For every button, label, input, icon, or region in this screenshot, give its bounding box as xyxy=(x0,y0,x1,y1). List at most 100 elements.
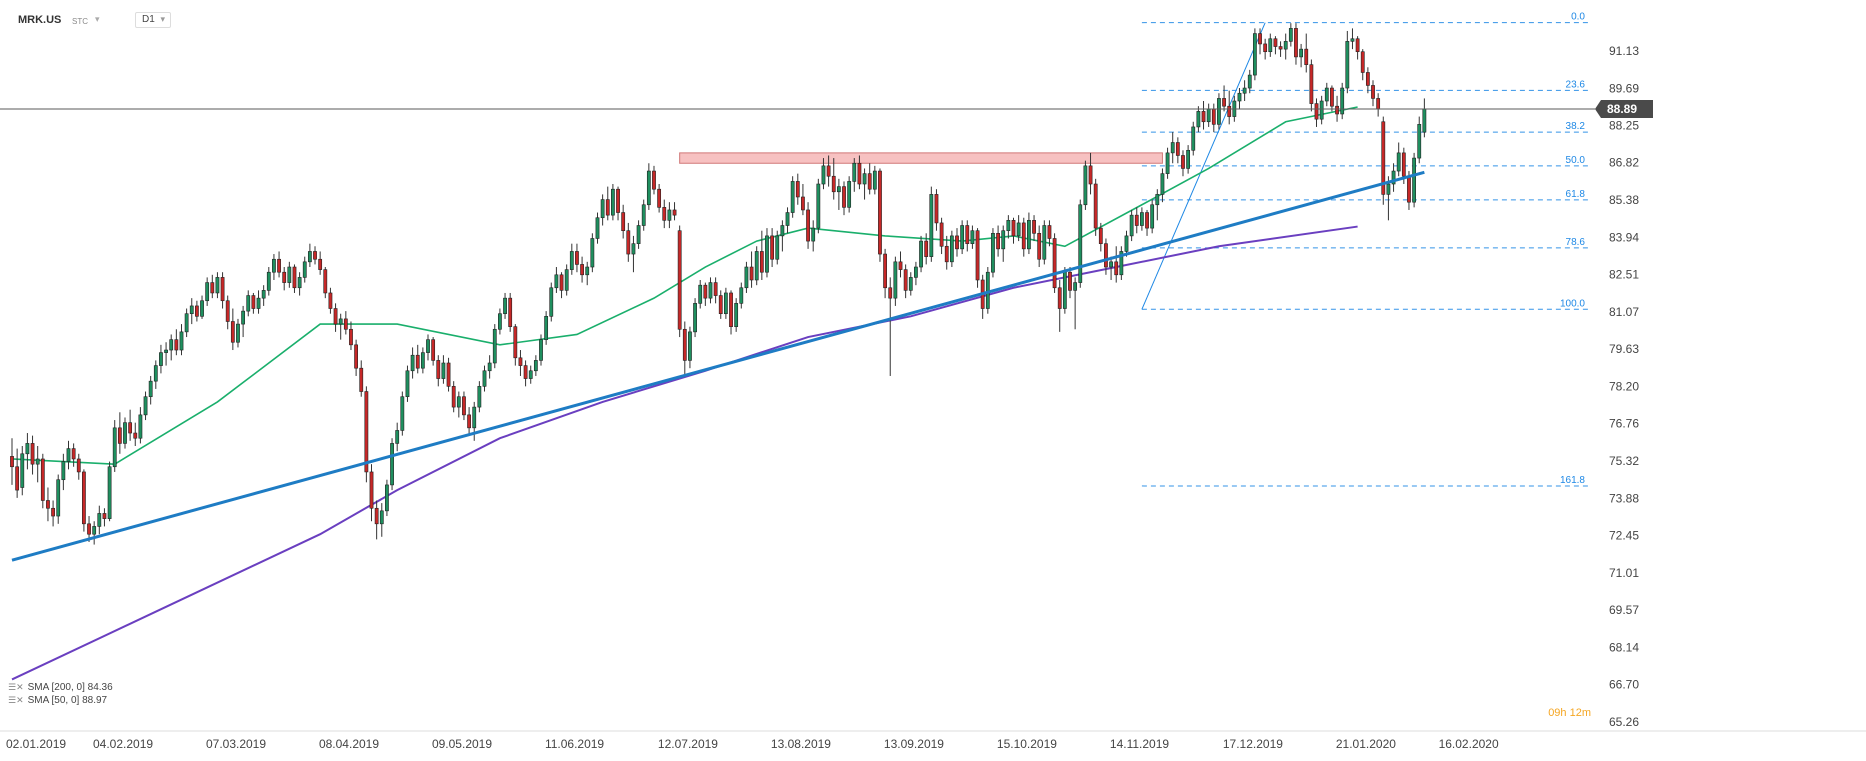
candle-body xyxy=(25,443,30,455)
candle xyxy=(539,334,543,366)
candle-body xyxy=(641,204,646,226)
candle xyxy=(1196,106,1201,133)
candle-body xyxy=(349,328,353,346)
candle-body xyxy=(652,170,656,190)
candle-body xyxy=(903,269,908,291)
candle-body xyxy=(123,422,127,444)
candle xyxy=(1078,199,1083,288)
candle xyxy=(1057,279,1062,332)
candle xyxy=(369,464,374,522)
candle xyxy=(343,311,348,335)
candle xyxy=(76,453,81,480)
candle xyxy=(323,267,328,299)
candle-body xyxy=(1396,152,1401,172)
candle xyxy=(10,438,14,485)
candle-body xyxy=(1068,271,1072,291)
candle xyxy=(15,448,20,498)
candle-body xyxy=(1088,165,1093,185)
candle xyxy=(1237,88,1242,109)
candle xyxy=(600,194,605,226)
candle xyxy=(200,295,204,319)
candle-body xyxy=(667,209,672,221)
legend-item-sma200[interactable]: ☰✕ SMA [200, 0] 84.36 xyxy=(8,682,113,693)
candle xyxy=(333,303,338,332)
candle xyxy=(749,251,754,288)
candle xyxy=(287,261,292,288)
candle-body xyxy=(1104,243,1108,268)
candle xyxy=(431,337,436,366)
candle xyxy=(1330,85,1334,112)
legend-item-sma50[interactable]: ☰✕ SMA [50, 0] 88.97 xyxy=(8,695,107,706)
candle-body xyxy=(1181,155,1185,169)
candle xyxy=(1360,49,1365,81)
candle xyxy=(713,277,718,304)
candle-body xyxy=(405,370,410,398)
symbol-sub-label[interactable]: STC xyxy=(72,17,88,26)
y-tick-label: 91.13 xyxy=(1609,44,1639,58)
candle-body xyxy=(451,386,456,408)
candle xyxy=(564,264,569,296)
chevron-down-icon[interactable]: ▾ xyxy=(95,14,100,24)
resistance-zone-layer[interactable] xyxy=(679,152,1163,164)
candle-body xyxy=(302,261,307,278)
candle xyxy=(410,347,415,379)
candle-body xyxy=(35,458,40,465)
candle xyxy=(1396,142,1401,177)
candle-body xyxy=(1407,175,1411,203)
candle-body xyxy=(590,238,595,268)
symbol-label[interactable]: MRK.US xyxy=(18,14,62,26)
candle xyxy=(975,228,980,288)
candle xyxy=(138,407,143,444)
candle-body xyxy=(1376,98,1381,110)
candle xyxy=(765,228,769,278)
candle-body xyxy=(867,173,872,190)
candle xyxy=(1160,168,1165,203)
candle-body xyxy=(585,266,590,276)
candle xyxy=(1119,246,1124,280)
candle-body xyxy=(323,269,328,294)
candle xyxy=(698,279,703,309)
candle-body xyxy=(1114,261,1119,276)
candle xyxy=(1042,220,1047,265)
y-tick-label: 82.51 xyxy=(1609,268,1639,282)
candle-body xyxy=(734,303,739,327)
x-tick-label: 07.03.2019 xyxy=(206,737,266,751)
timeframe-value: D1 xyxy=(142,14,155,25)
candle-body xyxy=(492,328,497,364)
candle xyxy=(1175,137,1180,164)
timeframe-select[interactable]: D1 ▾ xyxy=(135,12,171,28)
chevron-down-icon: ▾ xyxy=(160,14,165,24)
candle xyxy=(20,446,25,496)
candle xyxy=(847,176,852,213)
candle-body xyxy=(929,194,934,257)
candle xyxy=(241,305,246,338)
y-tick-label: 86.82 xyxy=(1609,156,1639,170)
candle-body xyxy=(672,209,677,216)
candle-body xyxy=(1042,225,1047,260)
fib-level-label: 100.0 xyxy=(1560,298,1585,309)
trendlines[interactable] xyxy=(11,170,1425,562)
candle xyxy=(1181,150,1185,177)
candle-body xyxy=(76,458,81,473)
settings-icon[interactable]: ☰✕ xyxy=(8,695,24,705)
candle-body xyxy=(1206,108,1211,123)
candle xyxy=(636,220,641,249)
candle-body xyxy=(467,414,471,429)
candle-body xyxy=(169,339,174,351)
candle-body xyxy=(277,258,281,273)
candle-body xyxy=(893,261,898,299)
candle xyxy=(420,347,425,374)
candle xyxy=(611,184,615,221)
sma200-line xyxy=(11,225,1358,681)
settings-icon[interactable]: ☰✕ xyxy=(8,682,24,692)
candle-body xyxy=(862,173,867,185)
candle-body xyxy=(241,310,246,325)
candle xyxy=(148,375,153,405)
candle xyxy=(826,155,831,187)
candle-body xyxy=(636,225,641,244)
fib-level-label: 23.6 xyxy=(1566,79,1586,90)
candle-body xyxy=(292,266,297,289)
candle xyxy=(1140,207,1144,231)
